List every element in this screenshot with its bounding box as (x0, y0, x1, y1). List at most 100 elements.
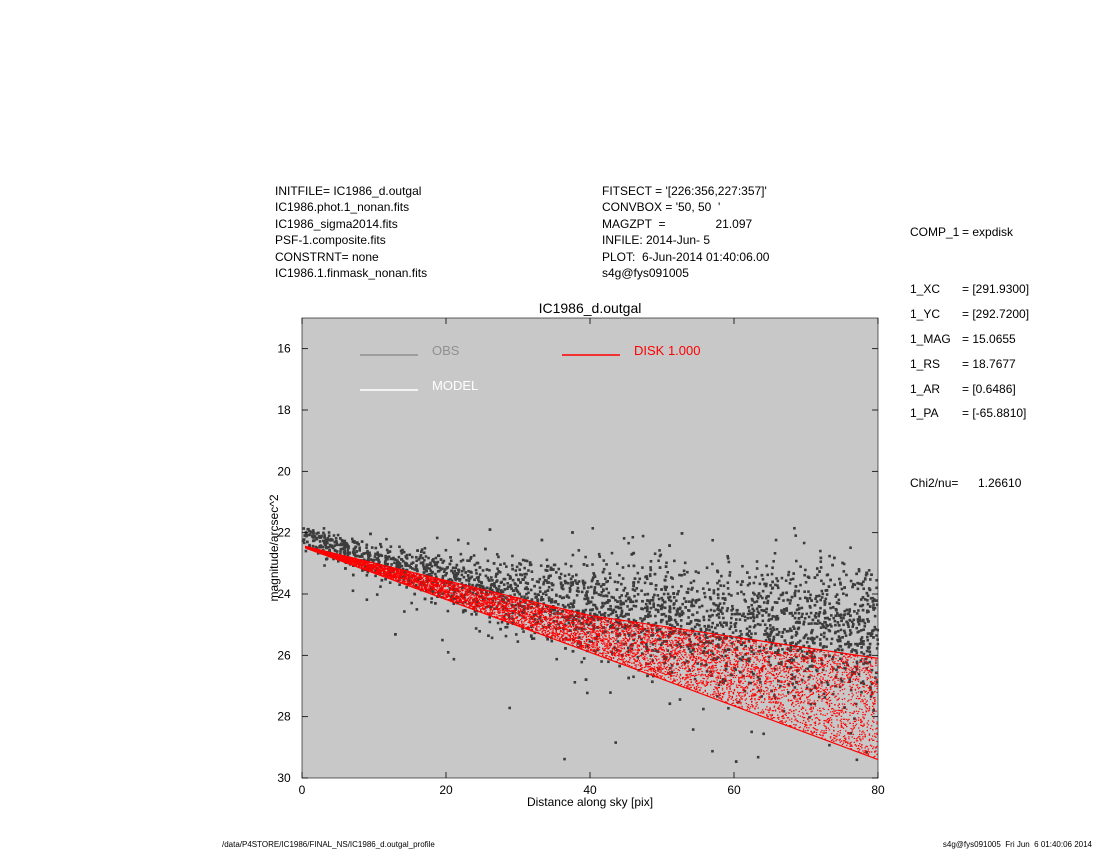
disk-point (357, 563, 360, 565)
obs-point (496, 567, 499, 570)
obs-point (575, 609, 578, 613)
obs-point (760, 695, 763, 698)
obs-point (754, 632, 757, 635)
disk-point (425, 586, 428, 588)
obs-point (569, 564, 573, 568)
obs-point (544, 593, 548, 597)
obs-point (724, 667, 728, 671)
disk-point (430, 581, 432, 584)
disk-point (438, 590, 441, 592)
obs-point (669, 627, 673, 631)
disk-point (410, 584, 413, 586)
obs-point (848, 629, 852, 632)
obs-point (823, 601, 827, 604)
obs-point (309, 530, 313, 534)
disk-point (440, 592, 442, 594)
obs-point (568, 588, 572, 591)
obs-point (471, 591, 475, 595)
obs-point (830, 637, 834, 641)
obs-point (702, 618, 706, 622)
obs-point (473, 610, 477, 613)
obs-point (823, 620, 826, 624)
obs-point (771, 566, 774, 570)
disk-point (365, 564, 367, 566)
obs-point (497, 570, 501, 573)
disk-point (336, 557, 338, 559)
disk-point (436, 581, 439, 584)
disk-point (436, 585, 439, 587)
obs-point (663, 586, 667, 590)
obs-point (793, 676, 797, 679)
obs-point (574, 628, 577, 632)
obs-point (439, 568, 443, 571)
disk-point (408, 577, 411, 579)
obs-point (791, 682, 795, 686)
obs-point (408, 553, 412, 557)
obs-point (668, 544, 671, 547)
obs-point (740, 658, 744, 662)
disk-point (437, 594, 440, 597)
disk-point (346, 557, 348, 559)
disk-point (400, 577, 402, 579)
obs-point (793, 627, 796, 631)
obs-point (555, 593, 558, 597)
disk-point (308, 547, 310, 549)
obs-point (586, 631, 590, 634)
disk-point (362, 565, 364, 567)
obs-point (654, 614, 657, 618)
disk-point (400, 572, 402, 575)
obs-point (680, 613, 684, 617)
disk-point (436, 591, 439, 593)
obs-point (616, 600, 619, 603)
obs-point (574, 573, 578, 577)
obs-point (549, 610, 552, 614)
disk-point (377, 571, 379, 573)
obs-point (476, 600, 479, 604)
disk-point (388, 575, 390, 577)
disk-point (409, 575, 412, 577)
disk-point (363, 568, 365, 570)
obs-point (542, 592, 545, 595)
obs-point (672, 596, 676, 599)
disk-point (332, 555, 334, 557)
obs-point (475, 613, 478, 616)
obs-point (495, 580, 498, 583)
obs-point (469, 570, 472, 574)
disk-point (364, 564, 366, 566)
disk-point (340, 556, 343, 558)
obs-point (794, 589, 797, 593)
disk-point (390, 575, 392, 577)
obs-point (661, 598, 665, 602)
obs-point (754, 575, 757, 579)
obs-point (809, 702, 813, 706)
disk-point (379, 570, 381, 572)
obs-point (815, 594, 818, 598)
disk-point (434, 592, 436, 594)
obs-point (584, 608, 588, 612)
obs-point (514, 569, 518, 572)
obs-point (715, 657, 718, 661)
obs-point (780, 611, 784, 614)
obs-point (717, 596, 720, 600)
obs-point (741, 614, 744, 618)
obs-point (705, 609, 709, 613)
obs-point (455, 563, 459, 567)
disk-point (321, 552, 323, 554)
disk-point (383, 569, 386, 571)
obs-point (678, 573, 681, 577)
obs-point (615, 588, 619, 591)
obs-point (591, 596, 594, 599)
obs-point (715, 636, 719, 639)
obs-point (838, 644, 842, 648)
disk-point (413, 582, 415, 584)
obs-point (452, 573, 456, 577)
disk-point (388, 573, 390, 576)
obs-point (647, 622, 650, 625)
obs-point (307, 527, 310, 531)
obs-point (373, 558, 376, 562)
disk-point (444, 589, 446, 591)
disk-point (444, 593, 446, 595)
disk-point (379, 571, 381, 573)
disk-point (364, 563, 366, 565)
disk-point (343, 558, 346, 560)
